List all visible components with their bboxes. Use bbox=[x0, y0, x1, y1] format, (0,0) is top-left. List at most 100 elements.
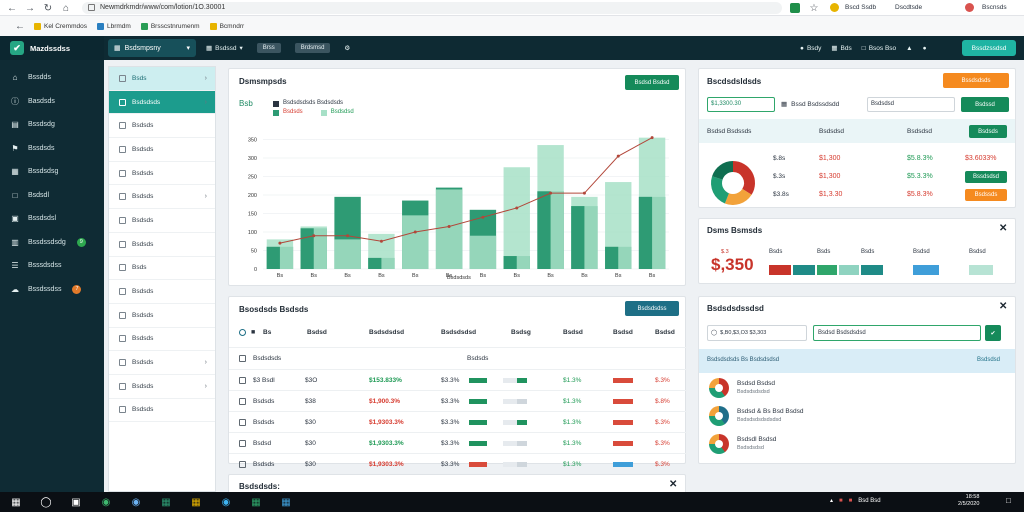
app-icon-1[interactable]: ▦ bbox=[161, 496, 171, 508]
finance-row-button[interactable]: Bssdsdsd bbox=[965, 171, 1007, 183]
table-header[interactable]: Bsdsd bbox=[655, 329, 675, 336]
subnav-item[interactable]: Bsdsds bbox=[109, 304, 215, 328]
tray-red-icon[interactable]: ■ bbox=[839, 497, 843, 504]
finance-top-button[interactable]: Bssdsdsds bbox=[943, 73, 1009, 88]
table-header[interactable]: Bsdsg bbox=[511, 329, 531, 336]
finance-apply-button[interactable]: Bsdssd bbox=[961, 97, 1009, 112]
subnav-item[interactable]: Bsds bbox=[109, 257, 215, 281]
edge-icon[interactable]: ◉ bbox=[101, 496, 111, 508]
topbar-item-2[interactable]: Brss bbox=[256, 43, 281, 53]
row-checkbox[interactable] bbox=[239, 439, 246, 447]
row-checkbox[interactable] bbox=[239, 376, 246, 384]
topbar-right-2[interactable]: ▦ Bds bbox=[831, 44, 852, 53]
subnav-item[interactable]: Bsdsds bbox=[109, 209, 215, 233]
period-filter[interactable]: ▦ Bssd Bsdssdsdd bbox=[781, 100, 840, 109]
search-icon[interactable]: ◯ bbox=[40, 496, 52, 508]
folder-icon[interactable]: ▦ bbox=[191, 496, 201, 508]
app-icon-3[interactable]: ▦ bbox=[251, 496, 261, 508]
amount-filter[interactable]: $1,3300.30 bbox=[707, 97, 775, 112]
subnav-item[interactable]: Bsdsds bbox=[109, 233, 215, 257]
bookmark-1[interactable]: Kel Cremmdos bbox=[34, 22, 87, 30]
subnav-item[interactable]: Bsdsds bbox=[109, 138, 215, 162]
back-arrow-icon[interactable]: ← bbox=[15, 20, 25, 32]
contact-item[interactable]: Bsdsd & Bs Bsd Bsdsd Bsdsdsdsdsdsdsd bbox=[707, 405, 1007, 431]
notification-icon[interactable]: □ bbox=[1006, 496, 1011, 505]
browser-icon[interactable]: ◉ bbox=[131, 496, 141, 508]
contacts-search[interactable]: ◯ $,B0,$3,O3 $3,303 bbox=[707, 325, 807, 341]
task-view-icon[interactable]: ▣ bbox=[71, 496, 81, 508]
finance-col-button[interactable]: Bsdsds bbox=[969, 125, 1007, 138]
app-icon-4[interactable]: ▦ bbox=[281, 496, 291, 508]
table-header[interactable]: Bsdsd bbox=[307, 329, 327, 336]
contacts-go-button[interactable]: ✔ bbox=[985, 325, 1001, 341]
bell-icon[interactable]: ▲ bbox=[906, 44, 913, 52]
table-header[interactable]: Bsdsd bbox=[563, 329, 583, 336]
sidebar-item[interactable]: ▤ Bssdsdg bbox=[0, 113, 104, 137]
table-header[interactable]: Bsdsd bbox=[613, 329, 633, 336]
sidebar-item[interactable]: ▦ Bssdsdsg bbox=[0, 160, 104, 184]
table-header[interactable]: Bsdsdsdsd bbox=[369, 329, 405, 336]
sidebar-item[interactable]: □ Bsdsdl bbox=[0, 184, 104, 208]
table-row[interactable]: Bsdsd $30 $1,9303.3% $3.3% $1.3% $.3% bbox=[229, 432, 687, 453]
home-icon[interactable]: ⌂ bbox=[62, 2, 70, 14]
table-header[interactable]: Bsdsdsdsd bbox=[441, 329, 477, 336]
row-checkbox[interactable] bbox=[239, 354, 246, 362]
chart-card-button[interactable]: Bsdsd Bsdsd bbox=[625, 75, 679, 90]
subnav-item[interactable]: Bsdsds › bbox=[109, 185, 215, 210]
chevron-up-icon[interactable]: ▴ bbox=[830, 498, 834, 504]
brand[interactable]: ✔ Mazdssdss bbox=[0, 36, 104, 60]
star-icon[interactable]: ☆ bbox=[809, 2, 819, 14]
row-checkbox[interactable] bbox=[239, 460, 246, 468]
subnav-item[interactable]: Bsdsds bbox=[109, 114, 215, 139]
new-button[interactable]: Bssdzssdsd bbox=[962, 40, 1016, 56]
contact-item[interactable]: Bsdsd Bsdsd Bsdsdsdsdsd bbox=[707, 377, 1007, 403]
finance-row-button[interactable]: Bsdssds bbox=[965, 189, 1007, 201]
subnav-item[interactable]: Bsdsdsds › bbox=[109, 90, 215, 115]
sidebar-item[interactable]: ▥ Bssdssdsdg 9 bbox=[0, 231, 104, 255]
row-checkbox[interactable] bbox=[239, 418, 246, 426]
subnav-item[interactable]: Bsdsds bbox=[109, 280, 215, 304]
close-icon[interactable]: ✕ bbox=[999, 223, 1008, 234]
search-field[interactable]: Bsdsdsd bbox=[867, 97, 955, 112]
help-icon[interactable]: ● bbox=[922, 44, 927, 52]
contact-item[interactable]: Bsdsdl Bsdsd Bsdsdsdsd bbox=[707, 433, 1007, 459]
subnav-item[interactable]: Bsdsds › bbox=[109, 375, 215, 399]
subnav-item[interactable]: Bsdsds › bbox=[109, 351, 215, 375]
subnav-item[interactable]: Bsdsds bbox=[109, 162, 215, 186]
close-icon[interactable]: ✕ bbox=[669, 479, 678, 490]
bookmark-2[interactable]: Lbrmdm bbox=[96, 22, 131, 30]
table-row[interactable]: Bsdsds $30 $1,9303.3% $3.3% $1.3% $.3% bbox=[229, 411, 687, 432]
table-header[interactable]: Bs bbox=[263, 329, 272, 336]
table-row[interactable]: Bsdsds $38 $1,900.3% $3.3% $1.3% $.8% bbox=[229, 390, 687, 411]
company-selector[interactable]: ▦ Bsdsmpsny ▾ bbox=[108, 39, 196, 57]
row-checkbox[interactable] bbox=[239, 397, 246, 405]
topbar-item-1[interactable]: ▦ Bsdssd ▾ bbox=[206, 44, 243, 53]
subnav-item[interactable]: Bsdsds bbox=[109, 328, 215, 352]
tray-red-icon-2[interactable]: ■ bbox=[848, 497, 853, 504]
sidebar-item[interactable]: ▣ Bssdsdsl bbox=[0, 207, 104, 231]
windows-start-icon[interactable]: ▦ bbox=[11, 496, 21, 508]
subnav-item[interactable]: Bsds › bbox=[109, 67, 215, 91]
back-icon[interactable]: ← bbox=[7, 2, 17, 14]
refresh-icon[interactable]: ↻ bbox=[43, 2, 53, 14]
subnav-item[interactable]: Bsdsds bbox=[109, 399, 215, 423]
sidebar-item[interactable]: ☁ Bssdssdss 7 bbox=[0, 278, 104, 302]
sidebar-item[interactable]: ⚑ Bssdsds bbox=[0, 137, 104, 161]
close-icon[interactable]: ✕ bbox=[999, 301, 1008, 312]
contacts-group-link[interactable]: Bsdsdsd bbox=[977, 357, 1001, 363]
table-card-button[interactable]: Bsdsdsdss bbox=[625, 301, 679, 316]
sidebar-item[interactable]: ⓘ Basdsds bbox=[0, 90, 104, 114]
sidebar-item[interactable]: ☰ Bsssdsdss bbox=[0, 254, 104, 278]
settings-icon[interactable]: ⚙ bbox=[344, 45, 351, 52]
topbar-right-1[interactable]: ● Bsdy bbox=[800, 44, 822, 52]
topbar-right-3[interactable]: □ Bsos Bso bbox=[861, 44, 897, 52]
table-row[interactable]: $3 Bsdl $3O $153.833% $3.3% $1.3% $.3% bbox=[229, 369, 687, 390]
bookmark-4[interactable]: Bcmndrr bbox=[209, 22, 244, 30]
clock[interactable]: 18:58 2/5/2020 bbox=[958, 494, 979, 508]
bookmark-3[interactable]: Brsscstnrumenm bbox=[140, 22, 200, 30]
sidebar-item[interactable]: ⌂ Bssdds bbox=[0, 66, 104, 90]
forward-icon[interactable]: → bbox=[25, 2, 35, 14]
avatar[interactable] bbox=[830, 3, 839, 12]
profile-icon[interactable] bbox=[965, 3, 974, 12]
topbar-item-3[interactable]: Brdsmsd bbox=[294, 43, 331, 53]
